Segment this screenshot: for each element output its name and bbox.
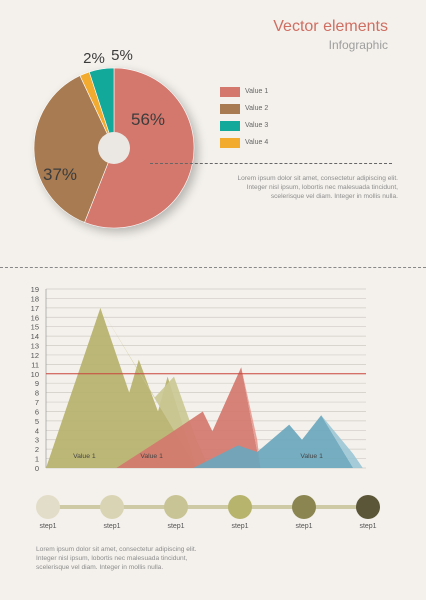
step-circle bbox=[292, 495, 316, 519]
y-tick-label: 15 bbox=[31, 323, 39, 332]
step-circle bbox=[100, 495, 124, 519]
area-series bbox=[116, 367, 261, 468]
description-bottom: Lorem ipsum dolor sit amet, consectetur … bbox=[36, 545, 236, 572]
section-divider bbox=[0, 267, 426, 268]
page-title: Vector elements bbox=[273, 18, 388, 35]
legend-swatch bbox=[220, 86, 240, 97]
pie-slice bbox=[88, 67, 115, 149]
legend-swatch bbox=[220, 120, 240, 131]
description-line: scelerisque vel diam. Integer in mollis … bbox=[36, 564, 164, 571]
step-label: step1 bbox=[295, 523, 312, 530]
step-circle bbox=[36, 495, 60, 519]
series-label: Value 1 bbox=[73, 453, 96, 460]
y-tick-label: 8 bbox=[35, 389, 39, 398]
step-circle bbox=[356, 495, 380, 519]
y-tick-label: 12 bbox=[31, 351, 39, 360]
step-label: step1 bbox=[231, 523, 248, 530]
legend-label: Value 4 bbox=[245, 139, 269, 146]
step-circle bbox=[164, 495, 188, 519]
legend: Value 1 Value 2 Value 3 Value 4 bbox=[220, 83, 268, 151]
step-label: step1 bbox=[359, 523, 376, 530]
y-tick-label: 6 bbox=[35, 407, 39, 416]
y-tick-label: 2 bbox=[35, 445, 39, 454]
area-series bbox=[46, 307, 197, 468]
step-circle bbox=[228, 495, 252, 519]
legend-item: Value 1 bbox=[220, 83, 268, 100]
area-series-highlight bbox=[321, 415, 363, 468]
pointer-line bbox=[150, 163, 392, 164]
pie-slice-label: 5% bbox=[111, 47, 133, 64]
y-tick-label: 13 bbox=[31, 342, 39, 351]
pie-slice-label: 56% bbox=[131, 110, 165, 129]
y-tick-label: 5 bbox=[35, 417, 39, 426]
step-label: step1 bbox=[39, 523, 56, 530]
legend-item: Value 3 bbox=[220, 117, 268, 134]
y-tick-label: 4 bbox=[35, 426, 39, 435]
description-line: Lorem ipsum dolor sit amet, consectetur … bbox=[237, 175, 398, 182]
series-label: Value 1 bbox=[300, 453, 323, 460]
pie-center-hole bbox=[98, 132, 130, 164]
legend-item: Value 2 bbox=[220, 100, 268, 117]
area-series-highlight bbox=[241, 367, 261, 468]
steps-timeline: step1 step1 step1 step1 step1 step1 bbox=[36, 495, 380, 530]
y-tick-label: 17 bbox=[31, 304, 39, 313]
y-tick-label: 1 bbox=[35, 455, 39, 464]
y-tick-label: 19 bbox=[31, 285, 39, 294]
pie-slice bbox=[33, 75, 115, 223]
legend-swatch bbox=[220, 103, 240, 114]
description-line: Lorem ipsum dolor sit amet, consectetur … bbox=[36, 546, 197, 553]
y-tick-label: 14 bbox=[31, 332, 39, 341]
series-label: Value 1 bbox=[140, 453, 163, 460]
description-line: Integer nisl ipsum, lobortis nec malesua… bbox=[36, 555, 188, 562]
y-tick-label: 0 bbox=[35, 464, 39, 473]
description-top: Lorem ipsum dolor sit amet, consectetur … bbox=[198, 174, 398, 201]
y-tick-label: 18 bbox=[31, 294, 39, 303]
step-label: step1 bbox=[167, 523, 184, 530]
pie-slice-label: 37% bbox=[43, 165, 77, 184]
y-tick-label: 7 bbox=[35, 398, 39, 407]
y-tick-label: 3 bbox=[35, 436, 39, 445]
legend-label: Value 1 bbox=[245, 88, 269, 95]
legend-item: Value 4 bbox=[220, 134, 268, 151]
description-line: scelerisque vel diam. Integer in mollis … bbox=[270, 193, 398, 200]
pie-slice bbox=[84, 67, 195, 229]
description-line: Integer nisl ipsum, lobortis nec malesua… bbox=[246, 184, 398, 191]
page-subtitle: Infographic bbox=[328, 38, 388, 52]
legend-swatch bbox=[220, 137, 240, 148]
pie-slice-label: 2% bbox=[83, 50, 105, 67]
y-tick-label: 16 bbox=[31, 313, 39, 322]
pie-chart: 56% 37% 2% 5% bbox=[33, 47, 198, 232]
legend-label: Value 3 bbox=[245, 122, 269, 129]
legend-label: Value 2 bbox=[245, 105, 269, 112]
y-tick-label: 11 bbox=[31, 360, 39, 369]
area-series bbox=[193, 415, 354, 468]
y-tick-label: 10 bbox=[31, 370, 39, 379]
step-label: step1 bbox=[103, 523, 120, 530]
y-tick-label: 9 bbox=[35, 379, 39, 388]
